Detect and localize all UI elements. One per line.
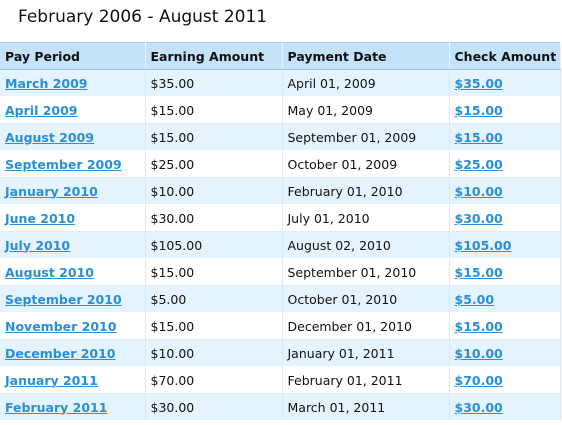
payment-date-cell: April 01, 2009 [282, 69, 450, 97]
table-row: January 2011 $70.00 February 01, 2011 $70.0… [0, 366, 561, 394]
pay-period-link-cell: March 2009 [0, 69, 146, 97]
payment-date-cell: October 01, 2010 [282, 285, 450, 313]
pay-period-link[interactable]: November 2010 [5, 318, 117, 334]
check-amount-link-cell: $10.00 [449, 339, 561, 367]
table-row: September 2010 $5.00 October 01, 2010 $5.00 [0, 285, 561, 313]
payment-date-cell: February 01, 2011 [282, 366, 450, 394]
pay-period-link[interactable]: September 2009 [5, 156, 122, 172]
column-header-pay-period: Pay Period [0, 42, 146, 70]
pay-period-link[interactable]: August 2009 [5, 129, 94, 145]
table-row: January 2010 $10.00 February 01, 2010 $10.0… [0, 177, 561, 205]
pay-period-link[interactable]: September 2010 [5, 291, 122, 307]
earning-amount-cell: $105.00 [145, 231, 283, 259]
table-header-row: Pay Period Earning Amount Payment Date C… [0, 42, 561, 70]
table-row: September 2009 $25.00 October 01, 2009 $25.… [0, 150, 561, 178]
earning-amount-cell: $15.00 [145, 96, 283, 124]
check-amount-link-cell: $5.00 [449, 285, 561, 313]
table-row: August 2009 $15.00 September 01, 2009 $15.0… [0, 123, 561, 151]
pay-period-link-cell: January 2010 [0, 177, 146, 205]
table-row: July 2010 $105.00 August 02, 2010 $105.00 [0, 231, 561, 259]
earning-amount-cell: $25.00 [145, 150, 283, 178]
check-amount-link[interactable]: $15.00 [454, 264, 503, 280]
column-header-payment-date: Payment Date [282, 42, 450, 70]
check-amount-link[interactable]: $15.00 [454, 129, 503, 145]
check-amount-link-cell: $15.00 [449, 123, 561, 151]
pay-period-link[interactable]: August 2010 [5, 264, 94, 280]
page-title: February 2006 - August 2011 [18, 7, 268, 27]
pay-period-link-cell: August 2010 [0, 258, 146, 286]
pay-period-link-cell: June 2010 [0, 204, 146, 232]
pay-period-link-cell: November 2010 [0, 312, 146, 340]
check-amount-link[interactable]: $15.00 [454, 102, 503, 118]
pay-period-link-cell: September 2010 [0, 285, 146, 313]
check-amount-link[interactable]: $15.00 [454, 318, 503, 334]
check-amount-link-cell: $15.00 [449, 312, 561, 340]
earning-amount-cell: $15.00 [145, 258, 283, 286]
table-row: March 2009 $35.00 April 01, 2009 $35.00 [0, 69, 561, 97]
earning-amount-cell: $5.00 [145, 285, 283, 313]
pay-period-link-cell: August 2009 [0, 123, 146, 151]
table-row: November 2010 $15.00 December 01, 2010 $15.… [0, 312, 561, 340]
check-amount-link-cell: $30.00 [449, 393, 561, 421]
payment-date-cell: September 01, 2009 [282, 123, 450, 151]
column-header-earning-amount: Earning Amount [145, 42, 283, 70]
pay-period-link[interactable]: April 2009 [5, 102, 78, 118]
earning-amount-cell: $15.00 [145, 312, 283, 340]
check-amount-link-cell: $10.00 [449, 177, 561, 205]
earning-amount-cell: $30.00 [145, 204, 283, 232]
pay-period-link-cell: December 2010 [0, 339, 146, 367]
earning-amount-cell: $10.00 [145, 177, 283, 205]
check-amount-link-cell: $15.00 [449, 258, 561, 286]
payment-date-cell: August 02, 2010 [282, 231, 450, 259]
pay-period-link[interactable]: July 2010 [5, 237, 71, 253]
payment-date-cell: January 01, 2011 [282, 339, 450, 367]
check-amount-link[interactable]: $70.00 [454, 372, 503, 388]
check-amount-link-cell: $30.00 [449, 204, 561, 232]
pay-period-link-cell: September 2009 [0, 150, 146, 178]
payment-date-cell: February 01, 2010 [282, 177, 450, 205]
payment-date-cell: October 01, 2009 [282, 150, 450, 178]
check-amount-link[interactable]: $35.00 [454, 75, 503, 91]
table-row: April 2009 $15.00 May 01, 2009 $15.00 [0, 96, 561, 124]
table-row: February 2011 $30.00 March 01, 2011 $30.00 [0, 393, 561, 421]
table-row: June 2010 $30.00 July 01, 2010 $30.00 [0, 204, 561, 232]
earning-amount-cell: $30.00 [145, 393, 283, 421]
check-amount-link-cell: $35.00 [449, 69, 561, 97]
check-amount-link-cell: $70.00 [449, 366, 561, 394]
pay-period-link[interactable]: December 2010 [5, 345, 116, 361]
check-amount-link-cell: $105.00 [449, 231, 561, 259]
pay-period-link-cell: February 2011 [0, 393, 146, 421]
pay-period-link[interactable]: February 2011 [5, 399, 108, 415]
pay-period-link-cell: January 2011 [0, 366, 146, 394]
payment-date-cell: March 01, 2011 [282, 393, 450, 421]
earning-amount-cell: $70.00 [145, 366, 283, 394]
payment-date-cell: July 01, 2010 [282, 204, 450, 232]
column-header-check-amount: Check Amount [449, 42, 561, 70]
table-row: August 2010 $15.00 September 01, 2010 $15.0… [0, 258, 561, 286]
check-amount-link[interactable]: $5.00 [454, 291, 495, 307]
table-row: December 2010 $10.00 January 01, 2011 $10.0… [0, 339, 561, 367]
pay-period-link[interactable]: January 2011 [5, 372, 98, 388]
pay-period-link-cell: April 2009 [0, 96, 146, 124]
check-amount-link[interactable]: $10.00 [454, 183, 503, 199]
check-amount-link[interactable]: $30.00 [454, 399, 503, 415]
earnings-table: Pay Period Earning Amount Payment Date C… [0, 42, 561, 421]
check-amount-link[interactable]: $30.00 [454, 210, 503, 226]
check-amount-link-cell: $15.00 [449, 96, 561, 124]
payment-date-cell: December 01, 2010 [282, 312, 450, 340]
check-amount-link[interactable]: $10.00 [454, 345, 503, 361]
pay-period-link[interactable]: June 2010 [5, 210, 76, 226]
pay-period-link[interactable]: March 2009 [5, 75, 88, 91]
earning-amount-cell: $15.00 [145, 123, 283, 151]
earning-amount-cell: $35.00 [145, 69, 283, 97]
pay-period-link[interactable]: January 2010 [5, 183, 98, 199]
payment-date-cell: May 01, 2009 [282, 96, 450, 124]
check-amount-link[interactable]: $105.00 [454, 237, 512, 253]
earning-amount-cell: $10.00 [145, 339, 283, 367]
payment-date-cell: September 01, 2010 [282, 258, 450, 286]
pay-period-link-cell: July 2010 [0, 231, 146, 259]
check-amount-link-cell: $25.00 [449, 150, 561, 178]
check-amount-link[interactable]: $25.00 [454, 156, 503, 172]
